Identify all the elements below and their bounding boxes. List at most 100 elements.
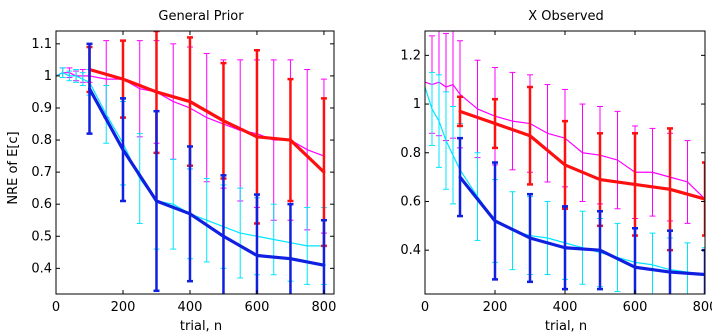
data-point bbox=[255, 135, 259, 139]
data-point bbox=[459, 93, 461, 95]
panel-x-observed: X Observed trial, n 02004006008000.40.60… bbox=[400, 9, 712, 334]
panel-general-prior: General Prior trial, n NRE of E[c] 0 200 4… bbox=[6, 9, 336, 334]
y-tick-label: 0.8 bbox=[31, 133, 52, 148]
data-point bbox=[322, 263, 326, 267]
data-point bbox=[105, 113, 107, 115]
data-point bbox=[528, 236, 532, 240]
chart-title: X Observed bbox=[528, 9, 604, 24]
data-point bbox=[62, 72, 64, 74]
data-point bbox=[188, 212, 192, 216]
y-tick-label: 0.7 bbox=[31, 165, 52, 180]
data-point bbox=[206, 117, 208, 119]
data-point bbox=[652, 171, 653, 173]
x-tick-label: 0 bbox=[52, 300, 60, 315]
x-tick-label: 400 bbox=[178, 300, 203, 315]
x-tick-label: 0 bbox=[421, 300, 429, 315]
data-point bbox=[188, 100, 192, 104]
data-point bbox=[582, 152, 583, 154]
data-point bbox=[68, 75, 70, 77]
data-point bbox=[493, 219, 497, 223]
data-point bbox=[512, 120, 513, 122]
x-axis-label: trial, n bbox=[180, 319, 222, 334]
series-line bbox=[89, 67, 326, 174]
axis-ticks: 0 200 400 600 800 0.4 0.5 0.6 0.7 0.8 0.9 1 1.1 bbox=[31, 31, 336, 315]
data-point bbox=[452, 84, 454, 86]
x-tick-label: 600 bbox=[245, 300, 270, 315]
data-point bbox=[82, 78, 84, 80]
y-axis-label: NRE of E[c] bbox=[6, 131, 21, 204]
data-point bbox=[239, 232, 241, 234]
data-point bbox=[477, 108, 478, 110]
data-point bbox=[206, 219, 208, 221]
data-point bbox=[306, 149, 308, 151]
y-tick-label: 0.6 bbox=[31, 197, 52, 212]
data-point bbox=[445, 140, 447, 142]
y-tick-label: 1.2 bbox=[400, 48, 421, 63]
y-tick-label: 0.6 bbox=[400, 194, 421, 209]
data-point bbox=[121, 148, 125, 152]
data-point bbox=[563, 163, 567, 167]
data-point bbox=[652, 264, 653, 266]
plot-frame bbox=[55, 30, 335, 295]
data-point bbox=[528, 134, 532, 138]
data-point bbox=[306, 245, 308, 247]
data-point bbox=[633, 182, 637, 186]
x-tick-label: 200 bbox=[111, 300, 136, 315]
y-tick-label: 0.4 bbox=[400, 243, 421, 258]
data-point bbox=[139, 88, 141, 90]
chart-title: General Prior bbox=[158, 9, 244, 24]
data-point bbox=[458, 175, 462, 179]
data-point bbox=[154, 90, 158, 94]
data-point bbox=[288, 138, 292, 142]
data-point bbox=[105, 78, 107, 80]
x-axis-label: trial, n bbox=[545, 319, 587, 334]
series-line bbox=[425, 81, 705, 200]
axis-ticks: 0 200 400 600 800 0.4 0.6 0.8 1 1.2 bbox=[400, 31, 712, 315]
data-point bbox=[288, 257, 292, 261]
data-point bbox=[172, 101, 174, 103]
x-tick-label: 800 bbox=[693, 300, 712, 315]
x-tick-label: 600 bbox=[623, 300, 648, 315]
data-point bbox=[121, 77, 125, 81]
data-point bbox=[668, 187, 672, 191]
series-line bbox=[459, 109, 705, 201]
data-point bbox=[563, 246, 567, 250]
data-point bbox=[687, 181, 688, 183]
x-tick-label: 800 bbox=[312, 300, 337, 315]
series-2 bbox=[457, 85, 705, 252]
x-tick-label: 400 bbox=[553, 300, 578, 315]
data-point bbox=[431, 108, 433, 110]
y-tick-label: 0.9 bbox=[31, 101, 52, 116]
data-point bbox=[154, 199, 158, 203]
data-point bbox=[221, 119, 225, 123]
data-point bbox=[668, 270, 672, 274]
data-point bbox=[547, 237, 548, 239]
plot-area bbox=[425, 31, 705, 294]
data-point bbox=[458, 109, 462, 113]
data-point bbox=[87, 87, 91, 91]
y-tick-label: 1 bbox=[44, 69, 52, 84]
series-line bbox=[425, 86, 705, 276]
data-point bbox=[598, 178, 602, 182]
data-point bbox=[172, 203, 174, 205]
plot-area bbox=[56, 31, 327, 294]
series-line bbox=[88, 87, 325, 267]
series-line bbox=[458, 176, 705, 277]
y-tick-label: 1.1 bbox=[31, 37, 52, 52]
data-point bbox=[547, 132, 548, 134]
data-point bbox=[633, 265, 637, 269]
data-point bbox=[255, 254, 259, 258]
data-point bbox=[273, 238, 275, 240]
x-tick-label: 200 bbox=[483, 300, 508, 315]
data-point bbox=[493, 122, 497, 126]
y-tick-label: 0.4 bbox=[31, 261, 52, 276]
y-tick-label: 1 bbox=[413, 97, 421, 112]
y-tick-label: 0.8 bbox=[400, 146, 421, 161]
data-point bbox=[221, 234, 225, 238]
y-tick-label: 0.5 bbox=[31, 229, 52, 244]
data-point bbox=[322, 170, 326, 174]
series-3 bbox=[86, 42, 327, 294]
data-point bbox=[452, 154, 454, 156]
data-point bbox=[598, 248, 602, 252]
